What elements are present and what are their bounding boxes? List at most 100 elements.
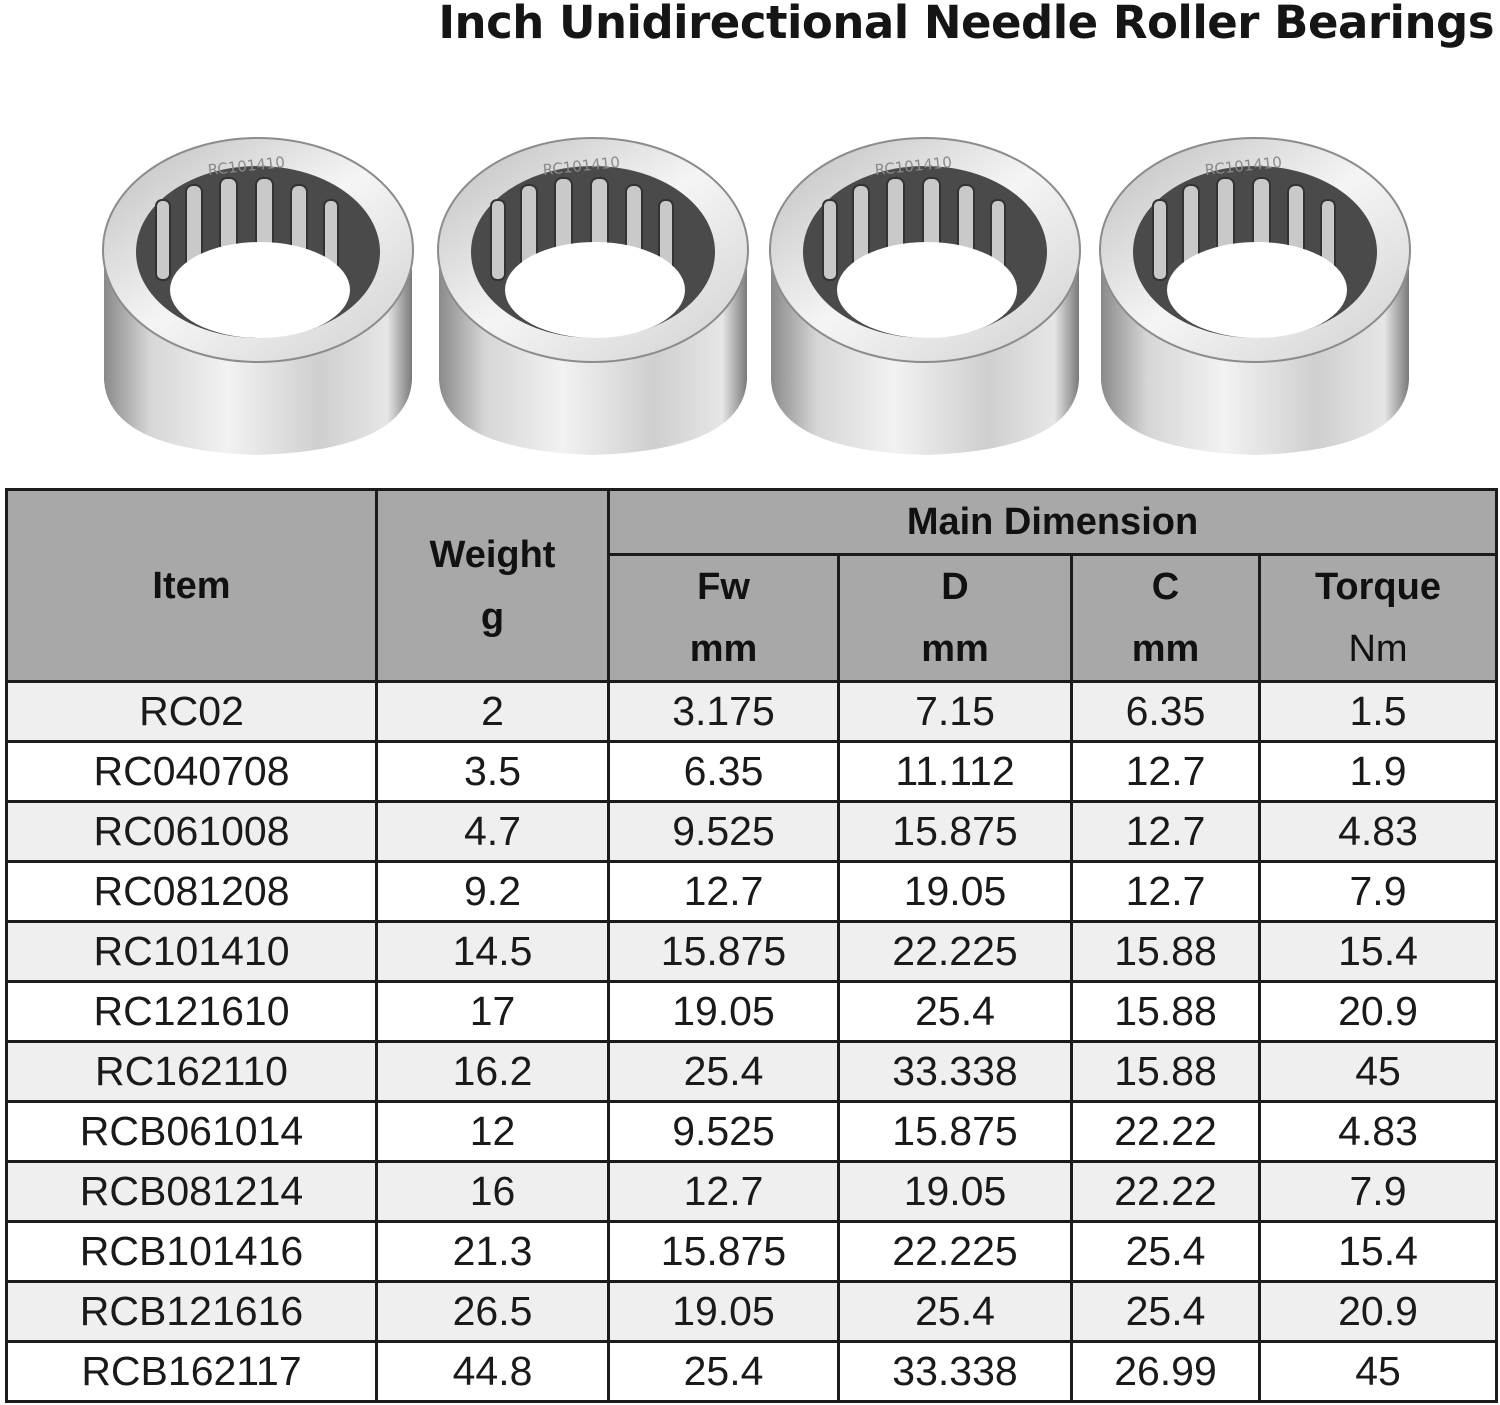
table-row: RC121610 17 19.05 25.4 15.88 20.9 (5, 980, 1498, 1043)
header-d: D mm (837, 553, 1073, 683)
table-row: RC162110 16.2 25.4 33.338 15.88 45 (5, 1040, 1498, 1103)
cell-weight: 44.8 (375, 1340, 610, 1403)
table-row: RCB061014 12 9.525 15.875 22.22 4.83 (5, 1100, 1498, 1163)
cell-d: 33.338 (837, 1340, 1073, 1403)
cell-torque: 7.9 (1258, 1160, 1498, 1223)
header-d-unit: mm (921, 628, 989, 670)
cell-fw: 12.7 (607, 1160, 840, 1223)
cell-item: RC040708 (5, 740, 378, 803)
cell-weight: 12 (375, 1100, 610, 1163)
cell-fw: 6.35 (607, 740, 840, 803)
cell-d: 19.05 (837, 1160, 1073, 1223)
header-torque: Torque Nm (1258, 553, 1498, 683)
table-row: RCB162117 44.8 25.4 33.338 26.99 45 (5, 1340, 1498, 1403)
cell-item: RC121610 (5, 980, 378, 1043)
table-row: RC02 2 3.175 7.15 6.35 1.5 (5, 680, 1498, 743)
cell-c: 12.7 (1070, 800, 1261, 863)
cell-weight: 16.2 (375, 1040, 610, 1103)
table-row: RC061008 4.7 9.525 15.875 12.7 4.83 (5, 800, 1498, 863)
cell-fw: 19.05 (607, 980, 840, 1043)
header-fw-unit: mm (689, 628, 758, 670)
table-row: RCB101416 21.3 15.875 22.225 25.4 15.4 (5, 1220, 1498, 1283)
cell-c: 22.22 (1070, 1100, 1261, 1163)
cell-torque: 20.9 (1258, 980, 1498, 1043)
cell-torque: 45 (1258, 1340, 1498, 1403)
header-weight: Weight g (375, 488, 610, 683)
cell-fw: 3.175 (607, 680, 840, 743)
cell-d: 11.112 (837, 740, 1073, 803)
cell-torque: 20.9 (1258, 1280, 1498, 1343)
cell-fw: 15.875 (607, 920, 840, 983)
header-main-dimension: Main Dimension (607, 488, 1498, 556)
cell-weight: 3.5 (375, 740, 610, 803)
cell-c: 6.35 (1070, 680, 1261, 743)
table-row: RCB081214 16 12.7 19.05 22.22 7.9 (5, 1160, 1498, 1223)
cell-d: 15.875 (837, 1100, 1073, 1163)
cell-item: RCB121616 (5, 1280, 378, 1343)
header-c-unit: mm (1131, 628, 1200, 670)
table-row: RCB121616 26.5 19.05 25.4 25.4 20.9 (5, 1280, 1498, 1343)
header-torque-label: Torque (1315, 566, 1441, 608)
cell-item: RC02 (5, 680, 378, 743)
product-images (0, 130, 1500, 465)
table-row: RC101410 14.5 15.875 22.225 15.88 15.4 (5, 920, 1498, 983)
cell-item: RC061008 (5, 800, 378, 863)
header-d-label: D (941, 566, 969, 608)
cell-fw: 12.7 (607, 860, 840, 923)
cell-d: 22.225 (837, 1220, 1073, 1283)
table-row: RC081208 9.2 12.7 19.05 12.7 7.9 (5, 860, 1498, 923)
cell-item: RCB061014 (5, 1100, 378, 1163)
cell-torque: 4.83 (1258, 1100, 1498, 1163)
cell-fw: 15.875 (607, 1220, 840, 1283)
bearing-image (102, 137, 414, 456)
cell-torque: 7.9 (1258, 860, 1498, 923)
cell-item: RCB081214 (5, 1160, 378, 1223)
header-weight-label: Weight (429, 533, 556, 576)
header-c-label: C (1151, 566, 1180, 608)
cell-d: 33.338 (837, 1040, 1073, 1103)
cell-fw: 9.525 (607, 800, 840, 863)
cell-fw: 9.525 (607, 1100, 840, 1163)
table-row: RC040708 3.5 6.35 11.112 12.7 1.9 (5, 740, 1498, 803)
cell-item: RC081208 (5, 860, 378, 923)
cell-weight: 26.5 (375, 1280, 610, 1343)
cell-weight: 9.2 (375, 860, 610, 923)
bearing-image (1099, 137, 1411, 456)
cell-weight: 2 (375, 680, 610, 743)
table-body: RC02 2 3.175 7.15 6.35 1.5 RC040708 3.5 6.35 11.1… (5, 680, 1498, 1403)
cell-item: RC101410 (5, 920, 378, 983)
cell-fw: 25.4 (607, 1040, 840, 1103)
cell-c: 15.88 (1070, 980, 1261, 1043)
cell-weight: 21.3 (375, 1220, 610, 1283)
header-c: C mm (1070, 553, 1261, 683)
cell-weight: 14.5 (375, 920, 610, 983)
specifications-table: Item Weight g Main Dimension Fw mm D mm … (5, 488, 1498, 1403)
cell-c: 12.7 (1070, 740, 1261, 803)
cell-torque: 45 (1258, 1040, 1498, 1103)
cell-d: 7.15 (837, 680, 1073, 743)
cell-d: 15.875 (837, 800, 1073, 863)
cell-c: 15.88 (1070, 920, 1261, 983)
header-fw-label: Fw (697, 566, 750, 608)
cell-d: 25.4 (837, 1280, 1073, 1343)
header-torque-unit: Nm (1348, 628, 1408, 670)
bearing-image (769, 137, 1081, 456)
cell-weight: 4.7 (375, 800, 610, 863)
cell-c: 26.99 (1070, 1340, 1261, 1403)
cell-fw: 19.05 (607, 1280, 840, 1343)
header-fw: Fw mm (607, 553, 840, 683)
cell-d: 25.4 (837, 980, 1073, 1043)
cell-torque: 1.9 (1258, 740, 1498, 803)
cell-item: RCB101416 (5, 1220, 378, 1283)
cell-c: 22.22 (1070, 1160, 1261, 1223)
page-title: Inch Unidirectional Needle Roller Bearin… (438, 0, 1494, 49)
cell-c: 25.4 (1070, 1220, 1261, 1283)
cell-torque: 15.4 (1258, 920, 1498, 983)
cell-c: 25.4 (1070, 1280, 1261, 1343)
cell-item: RC162110 (5, 1040, 378, 1103)
header-item: Item (5, 488, 378, 683)
cell-weight: 16 (375, 1160, 610, 1223)
cell-torque: 4.83 (1258, 800, 1498, 863)
cell-c: 12.7 (1070, 860, 1261, 923)
bearing-image (437, 137, 749, 456)
